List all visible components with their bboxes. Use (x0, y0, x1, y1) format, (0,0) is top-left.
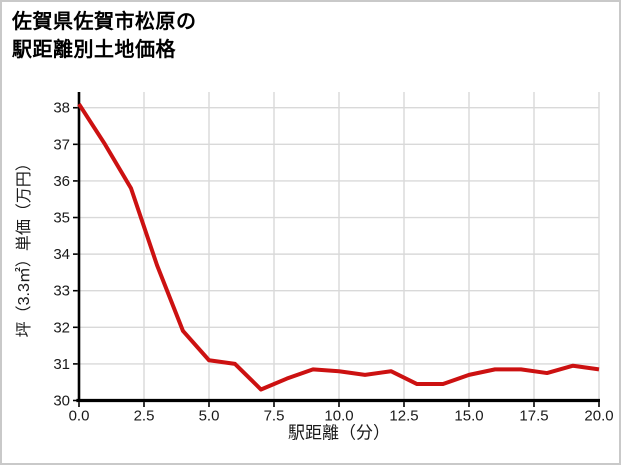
y-tick-label: 37 (53, 136, 70, 153)
y-tick-label: 38 (53, 100, 70, 117)
x-tick-label: 10.0 (324, 408, 353, 425)
x-tick-label: 7.5 (264, 408, 285, 425)
chart-title-line2: 駅距離別土地価格 (12, 39, 176, 61)
x-tick-label: 12.5 (389, 408, 418, 425)
y-tick-label: 33 (53, 283, 70, 300)
x-tick-label: 20.0 (584, 408, 613, 425)
price-line (77, 102, 600, 392)
y-tick-label: 30 (53, 393, 70, 410)
y-tick-label: 35 (53, 210, 70, 227)
x-tick-label: 17.5 (519, 408, 548, 425)
chart-title-line1: 佐賀県佐賀市松原の (12, 11, 197, 33)
chart-title: 佐賀県佐賀市松原の 駅距離別土地価格 (12, 8, 197, 64)
y-tick-label: 32 (53, 319, 70, 336)
y-tick-label: 36 (53, 173, 70, 190)
y-axis-title: 坪（3.3㎡）単価（万円） (15, 155, 33, 337)
x-tick-label: 0.0 (69, 408, 90, 425)
x-tick-label: 5.0 (199, 408, 220, 425)
y-tick-label: 34 (53, 246, 70, 263)
y-tick-label: 31 (53, 356, 70, 373)
x-tick-label: 15.0 (454, 408, 483, 425)
x-axis-title: 駅距離（分） (288, 424, 390, 443)
x-tick-label: 2.5 (134, 408, 155, 425)
